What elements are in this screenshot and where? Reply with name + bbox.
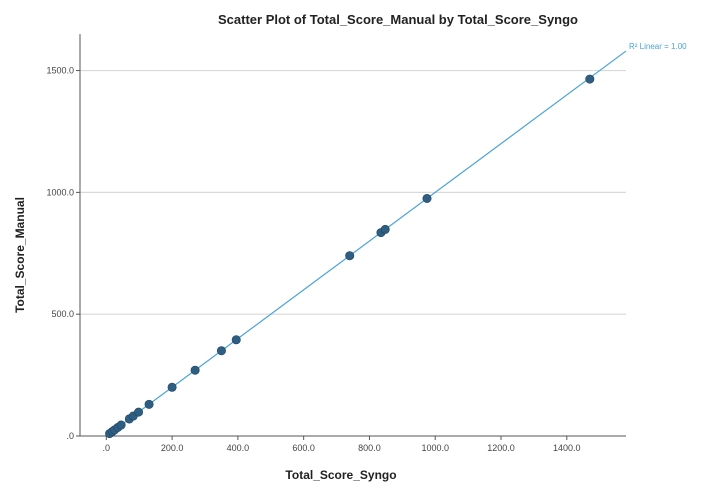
x-tick-label: 200.0 bbox=[161, 443, 184, 453]
x-axis-title: Total_Score_Syngo bbox=[285, 468, 396, 482]
x-tick-label: 600.0 bbox=[292, 443, 315, 453]
data-point bbox=[585, 74, 595, 84]
x-tick-label: 800.0 bbox=[358, 443, 381, 453]
chart-title: Scatter Plot of Total_Score_Manual by To… bbox=[218, 12, 578, 27]
x-tick-label: .0 bbox=[103, 443, 111, 453]
fit-line bbox=[105, 50, 627, 437]
x-tick-label: 400.0 bbox=[227, 443, 250, 453]
y-axis-title: Total_Score_Manual bbox=[13, 197, 27, 313]
data-point bbox=[167, 382, 177, 392]
y-tick-label: .0 bbox=[66, 431, 74, 441]
data-point bbox=[231, 335, 241, 345]
x-tick-label: 1000.0 bbox=[421, 443, 449, 453]
y-tick-label: 1000.0 bbox=[46, 187, 74, 197]
fit-line-layer: R² Linear = 1.00 bbox=[105, 42, 687, 437]
data-point bbox=[380, 224, 390, 234]
grid-layer bbox=[80, 69, 626, 315]
y-tick-label: 500.0 bbox=[51, 309, 74, 319]
data-point bbox=[190, 365, 200, 375]
x-tick-label: 1200.0 bbox=[487, 443, 515, 453]
tick-label-layer: .0 200.0 400.0 600.0 800.0 1000.0 1200.0 1400.0… bbox=[46, 66, 580, 453]
x-tick-label: 1400.0 bbox=[553, 443, 581, 453]
data-point bbox=[144, 399, 154, 409]
axis-layer bbox=[76, 34, 626, 440]
y-tick-label: 1500.0 bbox=[46, 66, 74, 76]
data-point bbox=[116, 420, 126, 430]
data-point bbox=[345, 251, 355, 261]
data-point bbox=[134, 407, 144, 417]
fit-line-label: R² Linear = 1.00 bbox=[629, 42, 687, 51]
data-point bbox=[216, 346, 226, 356]
data-point bbox=[422, 193, 432, 203]
point-layer bbox=[105, 74, 595, 439]
